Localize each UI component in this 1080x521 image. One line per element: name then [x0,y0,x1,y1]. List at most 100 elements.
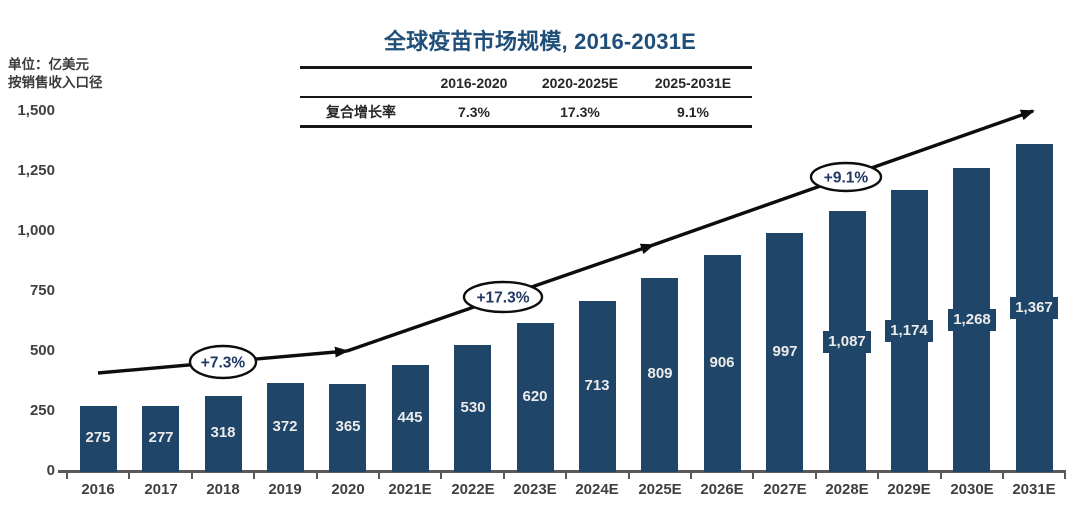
x-axis-tick [440,470,442,479]
x-axis-label-2025E: 2025E [638,481,682,498]
cagr-header-2020-2025e: 2020-2025E [541,74,619,91]
x-axis-tick [378,470,380,479]
y-axis-label-500: 500 [29,342,55,359]
x-axis-tick [128,470,130,479]
x-axis-label-2017: 2017 [144,481,178,498]
y-axis-label-1500: 1,500 [17,102,55,119]
bar-2021E [392,365,429,472]
growth-annotation-ellipse [809,161,883,193]
cagr-value-2016-2020: 7.3% [458,103,490,120]
y-axis-label-1000: 1,000 [17,222,55,239]
x-axis-label-2016: 2016 [81,481,115,498]
bar-value-text: 620 [522,388,548,405]
bar-value-text: 530 [460,399,486,416]
x-axis-label-2024E: 2024E [575,481,619,498]
bar-value-2024E: 713 [560,376,634,396]
cagr-header-2016-2020: 2016-2020 [440,74,508,91]
growth-arrow-segment [97,346,349,375]
x-axis-tick [877,470,879,479]
bar-value-2031E: 1,367 [997,297,1071,319]
bar-value-2026E: 906 [685,353,759,373]
growth-annotation-label: +9.1% [824,170,869,187]
y-axis-label-250: 250 [29,402,55,419]
x-axis-tick [316,470,318,479]
bar-2022E [454,345,491,472]
x-axis-tick [752,470,754,479]
x-axis-label-2029E: 2029E [887,481,931,498]
x-axis-tick [690,470,692,479]
bar-value-text: 997 [772,343,798,360]
bar-value-text: 1,367 [1010,297,1058,319]
bar-value-2025E: 809 [623,364,697,384]
bar-value-text: 1,174 [885,320,933,342]
x-axis-label-2022E: 2022E [451,481,495,498]
x-axis-label-2020: 2020 [331,481,365,498]
cagr-table: 2016-2020 2020-2025E 2025-2031E 复合增长率 7.… [300,66,752,128]
y-axis-label-1250: 1,250 [17,162,55,179]
cagr-header-2025-2031e: 2025-2031E [654,74,732,91]
x-axis-label-2028E: 2028E [825,481,869,498]
growth-annotation-label: +17.3% [476,290,529,307]
bar-value-text: 445 [397,409,423,426]
x-axis-tick [565,470,567,479]
bar-value-2018: 318 [186,423,260,443]
bar-value-text: 713 [584,377,610,394]
x-axis-label-2027E: 2027E [763,481,807,498]
cagr-value-2025-2031e: 9.1% [677,103,709,120]
x-axis-label-2030E: 2030E [950,481,994,498]
bar-2019 [267,383,304,472]
bar-value-text: 277 [148,429,174,446]
bar-2017 [142,406,179,472]
x-axis-tick [503,470,505,479]
x-axis-label-2031E: 2031E [1012,481,1056,498]
x-axis-tick [66,470,68,479]
bar-value-2028E: 1,087 [810,331,884,353]
bar-value-text: 809 [647,365,673,382]
cagr-value-2020-2025e: 17.3% [560,103,600,120]
x-axis-label-2018: 2018 [206,481,240,498]
cagr-table-header-row: 2016-2020 2020-2025E 2025-2031E [300,69,752,98]
bar-value-2017: 277 [124,428,198,448]
y-axis-label-750: 750 [29,282,55,299]
x-axis-tick [253,470,255,479]
bar-value-text: 318 [210,424,236,441]
bar-value-2023E: 620 [498,387,572,407]
x-axis-label-2021E: 2021E [388,481,432,498]
bar-value-2021E: 445 [373,408,447,428]
bar-value-text: 275 [85,429,111,446]
bar-2020 [329,384,366,472]
x-axis-tick [1002,470,1004,479]
bar-2016 [80,406,117,472]
x-axis-tick [1064,470,1066,479]
unit-label-line2: 按销售收入口径 [8,75,103,90]
unit-label-line1: 单位：亿美元 [8,57,89,72]
bar-value-2030E: 1,268 [935,309,1009,331]
bar-value-text: 365 [335,418,361,435]
x-axis-tick [815,470,817,479]
growth-annotation-label: +7.3% [201,355,246,372]
cagr-table-value-row: 复合增长率 7.3% 17.3% 9.1% [300,98,752,125]
x-axis-tick [191,470,193,479]
bar-2018 [205,396,242,472]
growth-annotation-ellipse [188,344,258,380]
bar-value-text: 372 [272,418,298,435]
chart-title: 全球疫苗市场规模, 2016-2031E [383,29,697,54]
bar-2027E [766,233,803,472]
x-axis-label-2019: 2019 [268,481,302,498]
x-axis-tick [628,470,630,479]
unit-label: 单位：亿美元 按销售收入口径 [8,56,103,92]
cagr-row-label: 复合增长率 [326,103,396,120]
y-axis-label-0: 0 [46,462,55,479]
bar-2026E [704,255,741,472]
growth-annotation-ellipse [462,280,544,314]
bar-value-2027E: 997 [748,342,822,362]
bar-value-2020: 365 [311,417,385,437]
x-axis-label-2026E: 2026E [700,481,744,498]
bar-value-text: 1,268 [948,309,996,331]
bar-value-2016: 275 [61,428,135,448]
bar-value-text: 906 [709,354,735,371]
bar-value-2029E: 1,174 [872,320,946,342]
x-axis-line [58,470,1066,473]
bar-value-text: 1,087 [823,331,871,353]
